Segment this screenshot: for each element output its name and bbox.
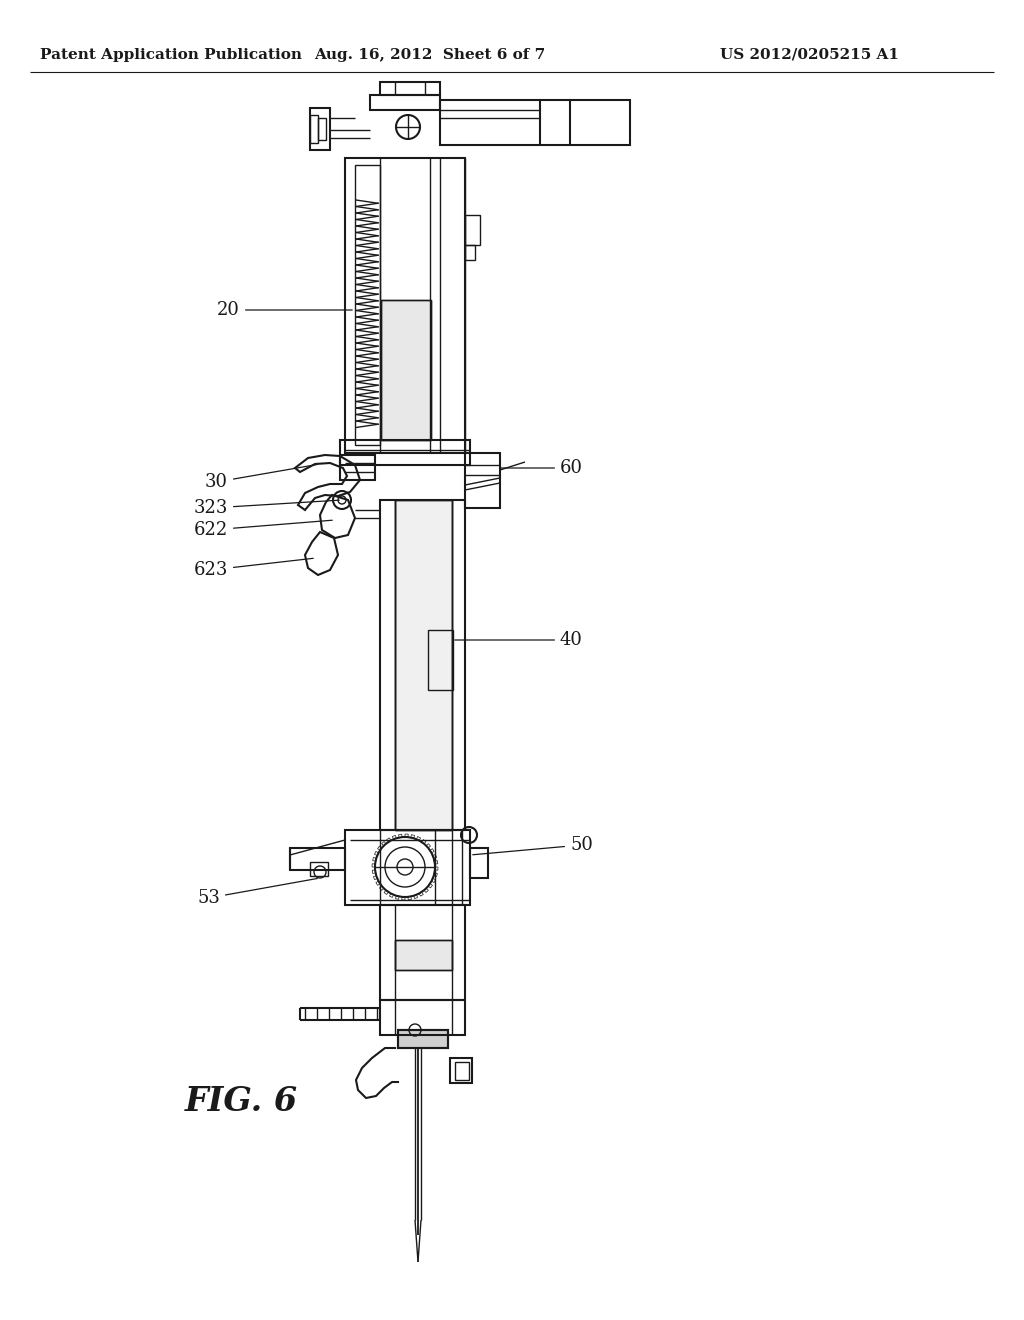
Bar <box>465 246 475 260</box>
Text: 323: 323 <box>194 499 339 517</box>
Bar <box>310 862 328 876</box>
Bar <box>380 82 440 95</box>
Bar <box>340 455 375 480</box>
Bar <box>395 940 452 970</box>
Text: FIG. 6: FIG. 6 <box>185 1085 298 1118</box>
Bar <box>310 115 318 143</box>
Bar <box>395 500 452 830</box>
Bar <box>440 100 540 145</box>
Bar <box>450 1059 472 1082</box>
Bar <box>381 300 431 440</box>
Text: Aug. 16, 2012  Sheet 6 of 7: Aug. 16, 2012 Sheet 6 of 7 <box>314 48 546 62</box>
Bar <box>465 215 480 246</box>
Bar <box>318 117 326 140</box>
Bar <box>428 630 453 690</box>
Text: 60: 60 <box>501 459 583 477</box>
Text: 623: 623 <box>194 558 313 579</box>
Bar <box>340 440 470 465</box>
Bar <box>395 500 452 830</box>
Text: 50: 50 <box>473 836 593 855</box>
Bar <box>570 100 630 145</box>
Bar <box>470 847 488 878</box>
Bar <box>381 300 431 440</box>
Bar <box>310 108 330 150</box>
Text: US 2012/0205215 A1: US 2012/0205215 A1 <box>720 48 899 62</box>
Text: Patent Application Publication: Patent Application Publication <box>40 48 302 62</box>
Bar <box>455 1063 469 1080</box>
Text: 53: 53 <box>198 879 317 907</box>
Bar <box>345 830 470 906</box>
Bar <box>380 1001 465 1035</box>
Bar <box>380 906 465 1001</box>
Bar <box>345 158 465 453</box>
Bar <box>370 95 440 110</box>
Text: 622: 622 <box>194 520 332 539</box>
Text: 40: 40 <box>455 631 583 649</box>
Bar <box>398 1030 449 1048</box>
Bar <box>290 847 345 870</box>
Bar <box>380 500 465 830</box>
Bar <box>395 940 452 970</box>
Bar <box>398 1030 449 1048</box>
Bar <box>355 165 380 445</box>
Bar <box>465 453 500 508</box>
Text: 20: 20 <box>217 301 352 319</box>
Text: 30: 30 <box>205 465 317 491</box>
